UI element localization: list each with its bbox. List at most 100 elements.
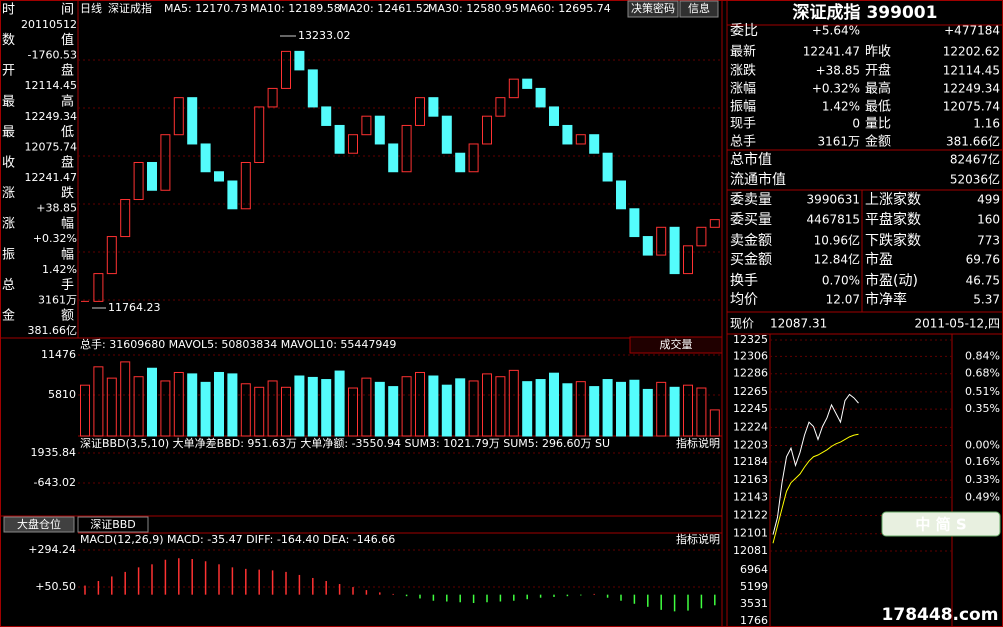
candle — [133, 161, 144, 201]
intraday-label: 现价 — [730, 317, 754, 331]
volume-bar — [254, 386, 265, 437]
left-label: 金额 — [2, 308, 74, 324]
volume-bar — [562, 383, 573, 437]
left-label: 时间 — [2, 3, 74, 18]
button[interactable] — [679, 0, 719, 18]
volume-bar — [388, 386, 399, 437]
volume-bar — [656, 381, 667, 437]
quote-value: 12075.74 — [943, 100, 1000, 114]
quote-value: 82467亿 — [950, 152, 1000, 167]
volume-bar — [267, 380, 278, 437]
left-value: 381.66亿 — [28, 324, 78, 337]
volume-bar — [441, 384, 452, 437]
ma-value: MA5: 12170.73 — [164, 2, 248, 15]
ma-value: MA30: 12580.95 — [428, 2, 519, 15]
tab[interactable] — [77, 516, 149, 533]
left-label: 收盘 — [2, 155, 74, 171]
volume-bar — [348, 387, 358, 437]
candle — [254, 106, 265, 163]
quote-label: 最新 — [730, 44, 756, 60]
quote-value: 1.16 — [973, 117, 1000, 131]
candle — [562, 124, 573, 145]
candle — [348, 134, 358, 154]
candle — [200, 143, 211, 173]
quote-label: 昨收 — [865, 45, 891, 60]
logo — [881, 511, 1001, 537]
quote-value: 0.70% — [822, 274, 860, 288]
left-value: +38.85 — [36, 202, 77, 215]
low-label: 11764.23 — [108, 301, 161, 314]
button[interactable] — [627, 0, 679, 18]
volume-bar — [696, 387, 707, 437]
candle — [602, 152, 613, 182]
volume-bar — [468, 380, 479, 437]
bbd-help: 指标说明 — [676, 436, 720, 450]
intraday-tick-label: 12224 — [733, 420, 768, 433]
intraday-tick-label: 12163 — [733, 473, 768, 486]
candle — [93, 273, 104, 302]
quote-value: 381.66亿 — [946, 134, 1000, 149]
volume-bar — [683, 384, 693, 437]
quote-label: 市盈 — [865, 251, 893, 268]
candle — [227, 180, 238, 210]
quote-value: 12.07 — [826, 293, 860, 307]
volume-bar — [642, 388, 653, 437]
left-value: -1760.53 — [28, 49, 77, 62]
quote-label: 总市值 — [730, 151, 772, 168]
candle — [575, 134, 586, 145]
candle — [361, 115, 372, 136]
volume-bar — [415, 371, 425, 437]
volume-tick-label: 5810 — [48, 388, 76, 401]
candle — [696, 226, 707, 247]
quote-label: 涨跌 — [730, 63, 756, 79]
quote-value: 12241.47 — [803, 45, 860, 59]
volume-bar — [281, 386, 291, 437]
quote-label: 涨幅 — [730, 82, 756, 97]
quote-value: +5.64% — [812, 24, 860, 38]
left-label: 最高 — [2, 93, 74, 109]
left-label: 涨跌 — [2, 185, 74, 201]
volume-bar — [535, 379, 546, 437]
intraday-tick-label: 12101 — [733, 527, 768, 540]
candle — [173, 97, 184, 136]
quote-label: 现手 — [730, 117, 756, 132]
intraday-tick-label: 12325 — [733, 333, 768, 346]
tab[interactable] — [3, 516, 75, 533]
volume-bar — [160, 380, 171, 437]
left-value: 12249.34 — [25, 110, 78, 123]
intraday-pct-label: 0.68% — [965, 367, 1000, 380]
volume-selector[interactable] — [629, 336, 723, 354]
watermark: 178448.com — [882, 605, 999, 625]
intraday-volume-tick: 6964 — [740, 563, 768, 576]
candle — [642, 236, 653, 256]
quote-value: 3161万 — [817, 135, 860, 149]
intraday-date: 2011-05-12,四 — [914, 317, 1000, 331]
left-value: 20110512 — [21, 18, 77, 31]
candle — [267, 87, 278, 108]
quote-value: 3990631 — [807, 193, 860, 207]
quote-value: 12249.34 — [943, 82, 1000, 96]
quote-label: 平盘家数 — [865, 211, 921, 228]
volume-bar — [187, 373, 198, 437]
volume-bar — [669, 386, 680, 437]
intraday-pct-label: 0.00% — [965, 439, 1000, 452]
quote-label: 委比 — [730, 23, 758, 39]
quote-value: 499 — [977, 193, 1000, 207]
volume-selector-label: 成交量 — [660, 337, 693, 351]
volume-bar — [709, 409, 720, 437]
volume-bar — [602, 379, 613, 437]
quote-label: 卖金额 — [730, 233, 772, 249]
intraday-tick-label: 12306 — [733, 349, 768, 362]
volume-bar — [321, 379, 332, 437]
left-value: 12075.74 — [25, 140, 78, 153]
candle — [508, 78, 519, 99]
candle — [455, 152, 466, 173]
intraday-volume-tick: 3531 — [740, 597, 768, 610]
quote-value: 773 — [977, 234, 1000, 248]
candle — [441, 115, 452, 154]
volume-bar — [106, 377, 117, 437]
volume-tick-label: 11476 — [41, 348, 76, 361]
logo-text: 中 简 S — [915, 516, 966, 534]
candle — [187, 97, 198, 145]
intraday-pct-label: 0.35% — [965, 402, 1000, 415]
